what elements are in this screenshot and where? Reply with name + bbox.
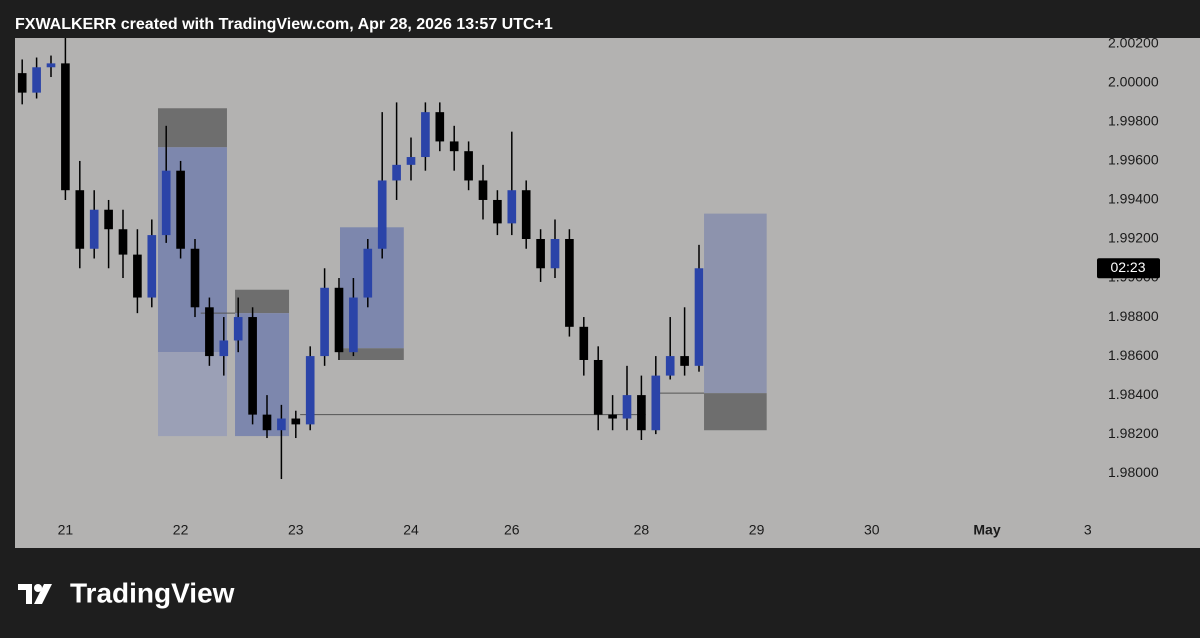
candle-body <box>118 229 128 255</box>
candle-body <box>565 238 574 327</box>
zone <box>704 393 767 431</box>
y-tick-label: 1.99200 <box>1108 230 1159 246</box>
x-tick-label: 22 <box>173 522 189 538</box>
candle-body <box>392 164 401 181</box>
candle-body <box>334 287 344 353</box>
candle-body <box>190 248 200 308</box>
zone <box>340 348 404 360</box>
candle-body <box>536 238 545 269</box>
y-tick-label: 1.98200 <box>1108 425 1159 441</box>
candle-body <box>32 67 41 93</box>
candle-body <box>651 375 661 431</box>
countdown: 02:23 <box>1110 259 1145 275</box>
candle-body <box>219 340 229 357</box>
candle-body <box>291 418 301 425</box>
y-tick-label: 1.98800 <box>1108 308 1159 324</box>
candle-body <box>133 254 142 298</box>
candle-body <box>17 73 27 93</box>
candle-body <box>349 297 358 353</box>
candle-body <box>593 359 603 415</box>
candle-body <box>421 112 430 158</box>
candle-body <box>262 414 272 431</box>
candle-body <box>449 141 459 152</box>
candle-body <box>694 268 704 366</box>
candle-body <box>637 395 646 431</box>
x-tick-label: May <box>973 522 1000 538</box>
plot: 21 22 23 24 26 28 29 30 May 3 <box>17 38 1092 538</box>
x-tick-label: 30 <box>864 522 880 538</box>
zone <box>157 352 227 437</box>
candle-body <box>147 235 157 298</box>
logo-icon <box>18 584 52 604</box>
brand: TradingView <box>70 577 235 608</box>
x-tick-label: 29 <box>749 522 765 538</box>
candle-body <box>248 317 257 415</box>
candle-body <box>478 180 488 200</box>
x-tick-label: 21 <box>58 522 74 538</box>
y-tick-label: 1.99400 <box>1108 191 1159 207</box>
candle-body <box>277 418 286 431</box>
candle-body <box>205 307 214 357</box>
y-tick-label: 2.00000 <box>1108 74 1159 90</box>
candle-body <box>161 170 171 236</box>
candle-body <box>680 356 689 366</box>
candle-body <box>665 356 675 376</box>
chart-title: FXWALKERR created with TradingView.com, … <box>15 16 553 33</box>
price-axis: 2.00200 2.00000 1.99800 1.99600 1.99400 1.992… <box>1097 35 1160 480</box>
candle-body <box>464 151 473 181</box>
candle-body <box>493 199 502 224</box>
candle-body <box>507 190 517 224</box>
candle-body <box>622 395 632 419</box>
candle-body <box>608 414 617 419</box>
candle-body <box>104 209 113 230</box>
countdown-box <box>1097 258 1160 279</box>
candle-body <box>406 157 416 165</box>
x-tick-label: 3 <box>1084 522 1092 538</box>
zone <box>235 313 290 437</box>
candle-body <box>377 180 387 249</box>
y-tick-label: 1.99600 <box>1108 152 1159 168</box>
candle-body <box>46 63 56 68</box>
candle-body <box>435 112 445 142</box>
candle-body <box>550 238 560 269</box>
y-tick-label: 1.98400 <box>1108 386 1159 402</box>
y-tick-label: 1.98000 <box>1108 464 1159 480</box>
zone <box>704 213 767 394</box>
x-tick-label: 26 <box>504 522 520 538</box>
y-tick-label: 2.00200 <box>1108 35 1159 51</box>
candle-body <box>61 63 70 191</box>
candle-body <box>176 170 185 249</box>
zone <box>235 289 290 314</box>
candle-body <box>233 317 243 341</box>
candle-body <box>320 287 329 357</box>
y-tick-label: 1.99800 <box>1108 113 1159 129</box>
x-tick-label: 23 <box>288 522 304 538</box>
x-tick-label: 24 <box>403 522 419 538</box>
candle-body <box>521 190 531 239</box>
candle-body <box>89 209 99 249</box>
candle-body <box>363 248 373 298</box>
candle-body <box>579 326 589 360</box>
zone <box>157 108 227 148</box>
candle-body <box>305 356 315 425</box>
x-tick-label: 28 <box>634 522 650 538</box>
candle-body <box>75 190 85 249</box>
y-tick-label: 1.98600 <box>1108 347 1159 363</box>
